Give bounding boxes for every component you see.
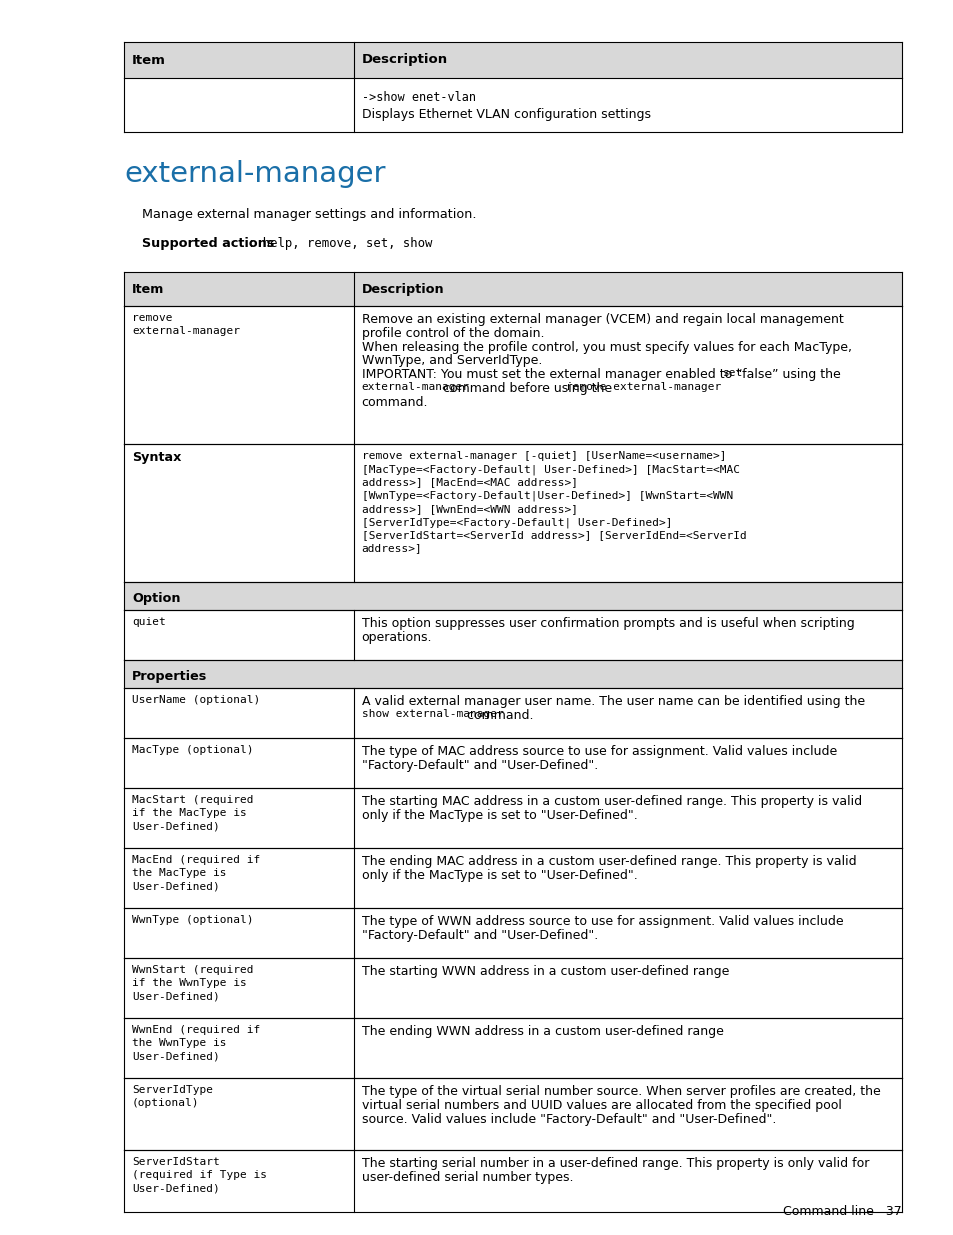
Text: [ServerIdStart=<ServerId address>] [ServerIdEnd=<ServerId: [ServerIdStart=<ServerId address>] [Serv… xyxy=(361,530,745,540)
Text: Item: Item xyxy=(132,283,164,296)
Text: external-manager: external-manager xyxy=(124,161,385,188)
Bar xyxy=(124,788,901,848)
Text: ->show enet-vlan: ->show enet-vlan xyxy=(361,91,475,104)
Text: Remove an existing external manager (VCEM) and regain local management: Remove an existing external manager (VCE… xyxy=(361,312,842,326)
Bar xyxy=(124,848,901,908)
Bar xyxy=(124,958,901,1018)
Text: WwnType (optional): WwnType (optional) xyxy=(132,915,253,925)
Bar xyxy=(124,42,901,78)
Text: UserName (optional): UserName (optional) xyxy=(132,695,260,705)
Text: User-Defined): User-Defined) xyxy=(132,992,219,1002)
Text: The type of WWN address source to use for assignment. Valid values include: The type of WWN address source to use fo… xyxy=(361,915,842,927)
Text: [ServerIdType=<Factory-Default| User-Defined>]: [ServerIdType=<Factory-Default| User-Def… xyxy=(361,517,671,527)
Text: command before using the: command before using the xyxy=(438,382,615,395)
Text: : help, remove, set, show: : help, remove, set, show xyxy=(248,237,432,249)
Bar xyxy=(124,306,901,445)
Text: external-manager: external-manager xyxy=(361,382,469,391)
Text: WwnEnd (required if: WwnEnd (required if xyxy=(132,1025,260,1035)
Bar xyxy=(124,908,901,958)
Text: MacStart (required: MacStart (required xyxy=(132,795,253,805)
Text: profile control of the domain.: profile control of the domain. xyxy=(361,327,543,340)
Bar xyxy=(124,1150,901,1212)
Text: When releasing the profile control, you must specify values for each MacType,: When releasing the profile control, you … xyxy=(361,341,851,353)
Text: command.: command. xyxy=(361,395,428,409)
Text: The starting MAC address in a custom user-defined range. This property is valid: The starting MAC address in a custom use… xyxy=(361,795,861,808)
Text: operations.: operations. xyxy=(361,631,432,643)
Text: WwnType, and ServerIdType.: WwnType, and ServerIdType. xyxy=(361,354,541,367)
Text: the WwnType is: the WwnType is xyxy=(132,1039,226,1049)
Bar xyxy=(124,582,901,610)
Text: show external-manager: show external-manager xyxy=(361,709,503,719)
Text: MacType (optional): MacType (optional) xyxy=(132,745,253,755)
Text: "Factory-Default" and "User-Defined".: "Factory-Default" and "User-Defined". xyxy=(361,929,598,942)
Text: User-Defined): User-Defined) xyxy=(132,1183,219,1193)
Bar xyxy=(124,688,901,739)
Text: source. Valid values include "Factory-Default" and "User-Defined".: source. Valid values include "Factory-De… xyxy=(361,1113,775,1125)
Text: (optional): (optional) xyxy=(132,1098,199,1108)
Text: only if the MacType is set to "User-Defined".: only if the MacType is set to "User-Defi… xyxy=(361,868,637,882)
Text: The type of the virtual serial number source. When server profiles are created, : The type of the virtual serial number so… xyxy=(361,1086,880,1098)
Text: "Factory-Default" and "User-Defined".: "Factory-Default" and "User-Defined". xyxy=(361,758,598,772)
Text: if the MacType is: if the MacType is xyxy=(132,808,247,819)
Text: command.: command. xyxy=(462,709,533,721)
Text: The type of MAC address source to use for assignment. Valid values include: The type of MAC address source to use fo… xyxy=(361,745,836,758)
Text: User-Defined): User-Defined) xyxy=(132,1051,219,1061)
Text: Supported actions: Supported actions xyxy=(142,237,274,249)
Bar xyxy=(124,659,901,688)
Text: User-Defined): User-Defined) xyxy=(132,882,219,892)
Text: virtual serial numbers and UUID values are allocated from the specified pool: virtual serial numbers and UUID values a… xyxy=(361,1099,841,1112)
Text: Properties: Properties xyxy=(132,671,207,683)
Bar xyxy=(124,739,901,788)
Text: set: set xyxy=(721,368,742,378)
Text: address>]: address>] xyxy=(361,543,422,553)
Text: WwnStart (required: WwnStart (required xyxy=(132,965,253,974)
Text: The ending MAC address in a custom user-defined range. This property is valid: The ending MAC address in a custom user-… xyxy=(361,855,855,868)
Text: user-defined serial number types.: user-defined serial number types. xyxy=(361,1171,573,1184)
Text: The starting WWN address in a custom user-defined range: The starting WWN address in a custom use… xyxy=(361,965,728,978)
Text: the MacType is: the MacType is xyxy=(132,868,226,878)
Text: Command line   37: Command line 37 xyxy=(782,1205,901,1218)
Text: This option suppresses user confirmation prompts and is useful when scripting: This option suppresses user confirmation… xyxy=(361,618,853,630)
Text: quiet: quiet xyxy=(132,618,166,627)
Text: remove external-manager [-quiet] [UserName=<username>]: remove external-manager [-quiet] [UserNa… xyxy=(361,451,725,461)
Text: Option: Option xyxy=(132,592,180,605)
Text: Manage external manager settings and information.: Manage external manager settings and inf… xyxy=(142,207,476,221)
Text: ServerIdStart: ServerIdStart xyxy=(132,1157,219,1167)
Text: Item: Item xyxy=(132,53,166,67)
Text: A valid external manager user name. The user name can be identified using the: A valid external manager user name. The … xyxy=(361,695,863,708)
Bar xyxy=(124,272,901,306)
Bar xyxy=(124,610,901,659)
Bar xyxy=(124,445,901,582)
Text: MacEnd (required if: MacEnd (required if xyxy=(132,855,260,864)
Text: (required if Type is: (required if Type is xyxy=(132,1171,267,1181)
Text: The ending WWN address in a custom user-defined range: The ending WWN address in a custom user-… xyxy=(361,1025,722,1037)
Text: remove: remove xyxy=(132,312,172,324)
Bar xyxy=(124,1078,901,1150)
Text: if the WwnType is: if the WwnType is xyxy=(132,978,247,988)
Text: [WwnType=<Factory-Default|User-Defined>] [WwnStart=<WWN: [WwnType=<Factory-Default|User-Defined>]… xyxy=(361,490,732,501)
Text: remove external-manager: remove external-manager xyxy=(565,382,720,391)
Text: Syntax: Syntax xyxy=(132,451,181,464)
Text: Description: Description xyxy=(361,283,444,296)
Bar xyxy=(124,1018,901,1078)
Text: Description: Description xyxy=(361,53,447,67)
Text: address>] [MacEnd=<MAC address>]: address>] [MacEnd=<MAC address>] xyxy=(361,478,577,488)
Text: external-manager: external-manager xyxy=(132,326,240,336)
Text: Displays Ethernet VLAN configuration settings: Displays Ethernet VLAN configuration set… xyxy=(361,107,650,121)
Text: address>] [WwnEnd=<WWN address>]: address>] [WwnEnd=<WWN address>] xyxy=(361,504,577,514)
Text: IMPORTANT: You must set the external manager enabled to “false” using the: IMPORTANT: You must set the external man… xyxy=(361,368,843,382)
Text: only if the MacType is set to "User-Defined".: only if the MacType is set to "User-Defi… xyxy=(361,809,637,821)
Text: ServerIdType: ServerIdType xyxy=(132,1086,213,1095)
Bar xyxy=(124,78,901,132)
Text: The starting serial number in a user-defined range. This property is only valid : The starting serial number in a user-def… xyxy=(361,1157,868,1170)
Text: [MacType=<Factory-Default| User-Defined>] [MacStart=<MAC: [MacType=<Factory-Default| User-Defined>… xyxy=(361,464,739,474)
Text: User-Defined): User-Defined) xyxy=(132,821,219,831)
